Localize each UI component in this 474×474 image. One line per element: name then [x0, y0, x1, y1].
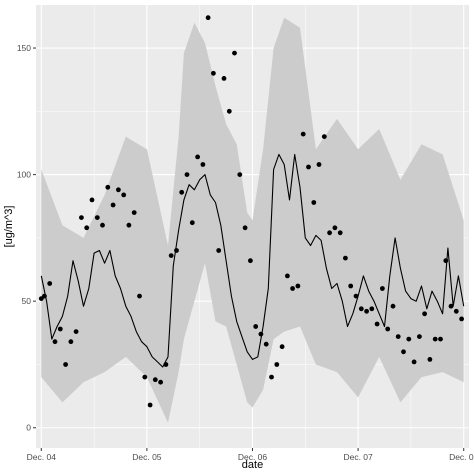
data-point — [258, 331, 264, 337]
y-axis: 0 50 100 150 — [17, 43, 36, 433]
confidence-band — [41, 17, 464, 423]
observation-points — [38, 15, 464, 408]
data-point — [168, 253, 174, 258]
data-point — [422, 311, 427, 317]
data-point — [105, 184, 111, 190]
data-point — [327, 230, 332, 236]
data-point — [68, 339, 74, 345]
data-point — [353, 293, 359, 299]
data-point — [448, 303, 454, 309]
data-point — [390, 303, 396, 309]
data-point — [337, 230, 343, 236]
data-point — [417, 334, 422, 339]
data-point — [395, 334, 401, 339]
data-point — [369, 306, 375, 312]
data-point — [57, 326, 63, 332]
y-tick-label: 50 — [22, 296, 32, 306]
data-point — [401, 349, 406, 355]
data-point — [438, 336, 443, 342]
data-point — [179, 189, 185, 195]
data-point — [163, 362, 169, 367]
data-point — [142, 374, 148, 380]
data-point — [411, 359, 417, 365]
data-point — [184, 172, 190, 178]
major-gridlines — [36, 5, 469, 448]
y-tick-label: 100 — [17, 170, 31, 180]
data-point — [332, 225, 338, 231]
data-point — [100, 222, 105, 228]
data-point — [432, 336, 438, 342]
data-point — [385, 326, 391, 332]
data-point — [211, 70, 216, 76]
data-point — [147, 402, 153, 408]
data-point — [427, 357, 433, 362]
data-point — [406, 336, 412, 342]
data-point — [131, 210, 137, 216]
data-point — [189, 220, 195, 226]
data-point — [232, 50, 237, 56]
data-point — [253, 324, 259, 329]
data-point — [279, 344, 285, 350]
data-point — [205, 15, 211, 21]
data-point — [47, 281, 53, 286]
data-point — [311, 200, 317, 205]
data-point — [174, 248, 179, 253]
data-point — [348, 283, 354, 289]
data-point — [152, 377, 158, 383]
x-axis: Dec. 04 Dec. 05 Dec. 06 Dec. 07 Dec. 08 — [27, 448, 474, 462]
data-point — [79, 215, 84, 221]
data-point — [84, 225, 90, 231]
y-axis-title: [ug/m^3] — [3, 206, 15, 248]
data-point — [453, 308, 459, 314]
data-point — [137, 293, 142, 299]
data-point — [358, 306, 364, 312]
data-point — [121, 192, 127, 198]
data-point — [73, 329, 79, 334]
data-point — [94, 215, 100, 221]
x-tick-label: Dec. 07 — [343, 452, 373, 462]
x-tick-label: Dec. 08 — [449, 452, 474, 462]
x-tick-label: Dec. 04 — [27, 452, 57, 462]
data-point — [63, 362, 68, 367]
x-axis-title: date — [242, 459, 263, 471]
data-point — [306, 164, 311, 170]
y-tick-label: 150 — [17, 43, 31, 53]
data-point — [158, 379, 164, 385]
data-point — [110, 202, 116, 208]
y-tick-label: 0 — [26, 423, 31, 433]
data-point — [285, 273, 290, 279]
data-point — [316, 162, 322, 167]
data-point — [380, 286, 385, 291]
data-point — [226, 108, 232, 114]
data-point — [459, 316, 464, 322]
data-point — [200, 162, 206, 167]
data-point — [343, 255, 348, 261]
data-point — [242, 225, 248, 231]
data-point — [364, 308, 369, 314]
data-point — [237, 172, 243, 178]
data-point — [300, 131, 306, 137]
trend-line — [40, 153, 465, 368]
data-point — [126, 222, 132, 228]
x-tick-label: Dec. 06 — [238, 452, 268, 462]
x-tick-label: Dec. 05 — [132, 452, 162, 462]
data-point — [269, 374, 274, 380]
data-point — [374, 321, 380, 327]
data-point — [295, 283, 301, 289]
data-point — [195, 154, 201, 160]
data-point — [221, 76, 227, 81]
data-point — [216, 248, 222, 253]
data-point — [116, 187, 121, 193]
data-point — [290, 286, 295, 291]
data-point — [42, 293, 47, 299]
data-point — [321, 134, 327, 140]
data-point — [89, 197, 95, 203]
data-point — [263, 341, 269, 347]
data-point — [443, 258, 449, 264]
data-point — [274, 362, 280, 367]
data-point — [248, 258, 253, 264]
data-point — [52, 339, 58, 345]
